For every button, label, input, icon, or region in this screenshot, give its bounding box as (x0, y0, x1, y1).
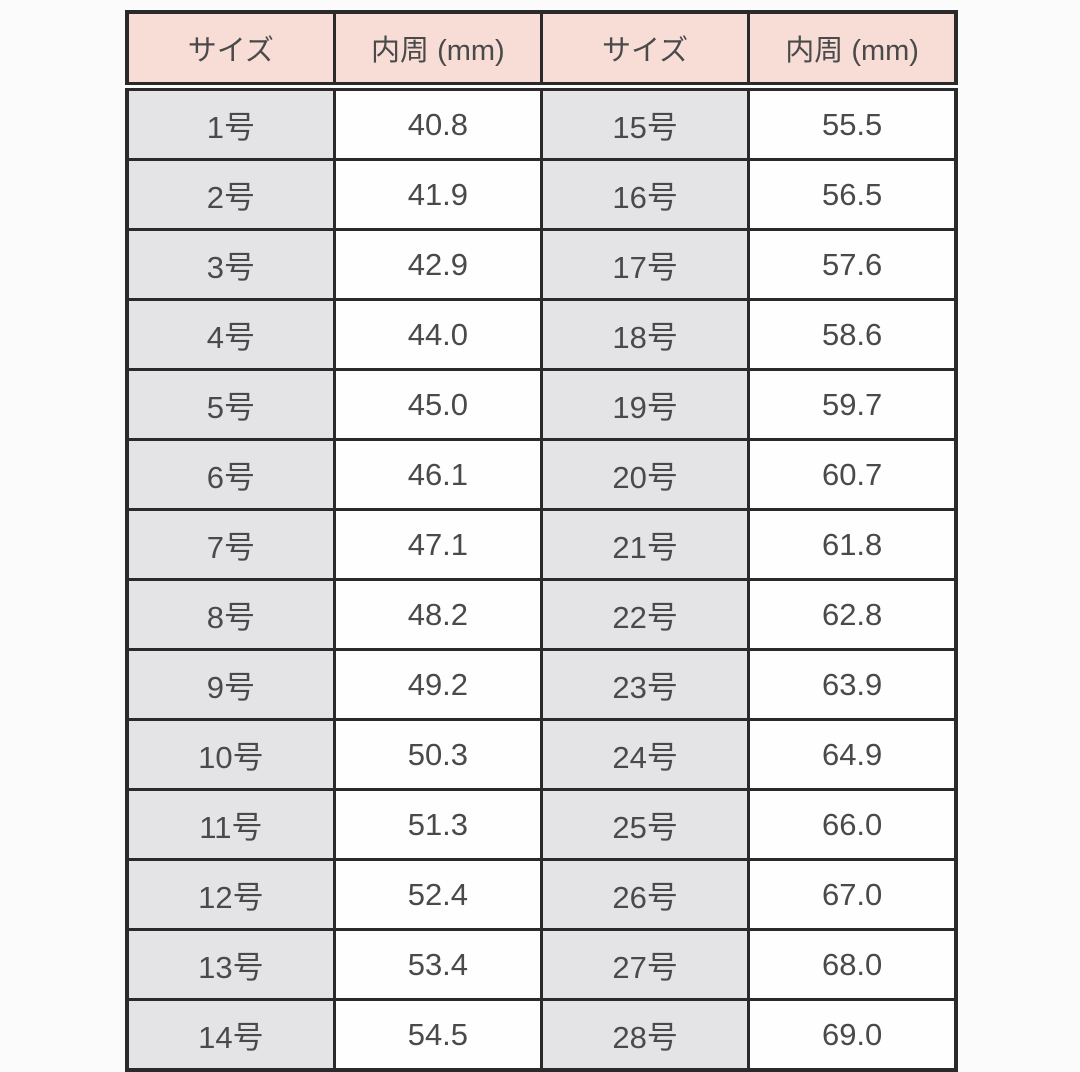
size-cell-right: 21号 (539, 508, 751, 581)
value-cell-right: 56.5 (747, 158, 958, 231)
value-cell-right: 58.6 (747, 298, 958, 371)
table-body: 1号 40.8 15号 55.5 2号 41.9 16号 56.5 3号 42.9 17号 57.6 4… (125, 85, 958, 1072)
size-cell-right: 18号 (539, 298, 751, 371)
value-cell-left: 42.9 (332, 228, 544, 301)
table-row: 13号 53.4 27号 68.0 (125, 928, 958, 1001)
value-cell-right: 62.8 (747, 578, 958, 651)
value-cell-right: 66.0 (747, 788, 958, 861)
table-row: 2号 41.9 16号 56.5 (125, 158, 958, 231)
size-cell-right: 16号 (539, 158, 751, 231)
value-cell-left: 49.2 (332, 648, 544, 721)
value-cell-right: 69.0 (747, 998, 958, 1072)
size-cell-left: 3号 (125, 228, 336, 301)
value-cell-left: 41.9 (332, 158, 544, 231)
size-cell-right: 23号 (539, 648, 751, 721)
size-cell-right: 28号 (539, 998, 751, 1072)
value-cell-left: 54.5 (332, 998, 544, 1072)
value-cell-right: 68.0 (747, 928, 958, 1001)
table-row: 7号 47.1 21号 61.8 (125, 508, 958, 581)
header-inner-circumference-left: 内周 (mm) (332, 10, 544, 91)
header-size-left: サイズ (125, 10, 336, 91)
size-cell-right: 27号 (539, 928, 751, 1001)
size-cell-right: 17号 (539, 228, 751, 301)
size-cell-right: 26号 (539, 858, 751, 931)
size-cell-left: 14号 (125, 998, 336, 1072)
table-row: 11号 51.3 25号 66.0 (125, 788, 958, 861)
table-row: 10号 50.3 24号 64.9 (125, 718, 958, 791)
value-cell-right: 55.5 (747, 85, 958, 161)
size-cell-right: 25号 (539, 788, 751, 861)
size-cell-left: 5号 (125, 368, 336, 441)
value-cell-right: 63.9 (747, 648, 958, 721)
value-cell-left: 40.8 (332, 85, 544, 161)
size-cell-left: 10号 (125, 718, 336, 791)
size-cell-left: 11号 (125, 788, 336, 861)
header-size-right: サイズ (539, 10, 751, 91)
header-row: サイズ 内周 (mm) サイズ 内周 (mm) (125, 10, 958, 91)
table-row: 4号 44.0 18号 58.6 (125, 298, 958, 371)
value-cell-left: 45.0 (332, 368, 544, 441)
value-cell-right: 64.9 (747, 718, 958, 791)
table-row: 14号 54.5 28号 69.0 (125, 998, 958, 1072)
size-cell-left: 13号 (125, 928, 336, 1001)
size-cell-left: 1号 (125, 85, 336, 161)
size-cell-right: 15号 (539, 85, 751, 161)
table-row: 3号 42.9 17号 57.6 (125, 228, 958, 301)
value-cell-left: 52.4 (332, 858, 544, 931)
size-cell-left: 4号 (125, 298, 336, 371)
table-row: 5号 45.0 19号 59.7 (125, 368, 958, 441)
table-row: 1号 40.8 15号 55.5 (125, 85, 958, 161)
size-cell-right: 22号 (539, 578, 751, 651)
value-cell-left: 51.3 (332, 788, 544, 861)
table-row: 9号 49.2 23号 63.9 (125, 648, 958, 721)
size-cell-left: 7号 (125, 508, 336, 581)
value-cell-right: 60.7 (747, 438, 958, 511)
size-cell-left: 9号 (125, 648, 336, 721)
value-cell-left: 47.1 (332, 508, 544, 581)
value-cell-left: 50.3 (332, 718, 544, 791)
size-cell-right: 19号 (539, 368, 751, 441)
value-cell-left: 44.0 (332, 298, 544, 371)
ring-size-table-container: サイズ 内周 (mm) サイズ 内周 (mm) 1号 40.8 15号 55.5 2号 4… (125, 10, 958, 1072)
table-row: 8号 48.2 22号 62.8 (125, 578, 958, 651)
size-cell-right: 24号 (539, 718, 751, 791)
value-cell-right: 67.0 (747, 858, 958, 931)
table-row: 12号 52.4 26号 67.0 (125, 858, 958, 931)
table-row: 6号 46.1 20号 60.7 (125, 438, 958, 511)
size-cell-left: 8号 (125, 578, 336, 651)
value-cell-right: 57.6 (747, 228, 958, 301)
size-cell-left: 2号 (125, 158, 336, 231)
value-cell-left: 53.4 (332, 928, 544, 1001)
header-inner-circumference-right: 内周 (mm) (747, 10, 958, 91)
value-cell-right: 59.7 (747, 368, 958, 441)
size-cell-right: 20号 (539, 438, 751, 511)
value-cell-left: 48.2 (332, 578, 544, 651)
size-cell-left: 12号 (125, 858, 336, 931)
size-cell-left: 6号 (125, 438, 336, 511)
value-cell-left: 46.1 (332, 438, 544, 511)
value-cell-right: 61.8 (747, 508, 958, 581)
ring-size-table: サイズ 内周 (mm) サイズ 内周 (mm) 1号 40.8 15号 55.5 2号 4… (125, 10, 958, 1072)
